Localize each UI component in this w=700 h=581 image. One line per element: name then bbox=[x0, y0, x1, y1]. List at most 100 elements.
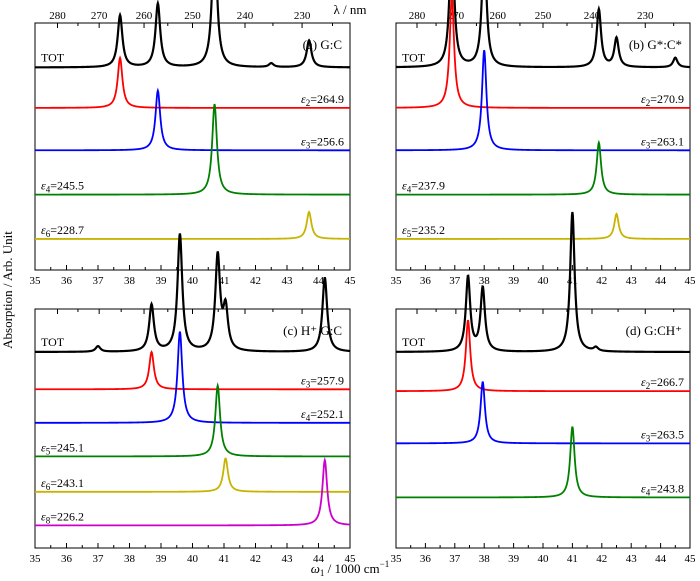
x-tick-label: 39 bbox=[156, 275, 168, 287]
panel-a: 35 36 37 38 39 40 41 42 43 44 45 280 270 260 250 240 230… bbox=[30, 0, 357, 287]
x-tick-label: 36 bbox=[61, 275, 73, 287]
x-tick-label: 38 bbox=[479, 275, 491, 287]
series-label-eps4: ε4=252.1 bbox=[301, 407, 344, 423]
top-tick-label: 280 bbox=[49, 10, 66, 22]
x-tick-label: 43 bbox=[282, 275, 294, 287]
series-label-eps5: ε5=245.1 bbox=[41, 440, 84, 456]
series-label-eps3: ε3=263.1 bbox=[641, 134, 684, 150]
top-tick-label: 250 bbox=[535, 10, 552, 22]
series-line-eps6 bbox=[35, 210, 350, 240]
series-label-tot: TOT bbox=[402, 50, 426, 64]
series-line-tot bbox=[396, 211, 691, 354]
x-tick-label: 40 bbox=[538, 553, 550, 565]
series-label-eps3: ε3=257.9 bbox=[301, 373, 344, 389]
series-line-eps2 bbox=[396, 319, 690, 393]
x-tick-label: 39 bbox=[508, 553, 520, 565]
x-tick-label: 43 bbox=[626, 553, 638, 565]
series-line-eps2 bbox=[35, 55, 350, 109]
x-tick-label: 44 bbox=[655, 275, 667, 287]
panel-title: (d) G:CH⁺ bbox=[626, 323, 682, 338]
x-tick-label: 43 bbox=[626, 275, 638, 287]
series-label-eps6: ε6=228.7 bbox=[41, 223, 84, 239]
y-axis-label: Absorption / Arb. Unit bbox=[0, 231, 15, 349]
x-tick-label: 35 bbox=[30, 553, 42, 565]
x-tick-label: 42 bbox=[596, 553, 607, 565]
x-tick-label: 44 bbox=[313, 275, 325, 287]
x-tick-label: 44 bbox=[313, 553, 325, 565]
top-tick-label: 280 bbox=[409, 10, 426, 22]
x-tick-label: 35 bbox=[391, 553, 403, 565]
series-label-eps2: ε2=266.7 bbox=[641, 375, 684, 391]
top-tick-label: 240 bbox=[237, 10, 254, 22]
x-tick-label: 41 bbox=[567, 553, 578, 565]
series-line-eps4 bbox=[396, 139, 690, 196]
series-line-eps5 bbox=[396, 212, 690, 240]
panel-c: 35 36 37 38 39 40 41 42 43 44 45 (c) H⁺ G:C TOT ε3=25… bbox=[30, 233, 357, 565]
series-line-eps3 bbox=[35, 87, 350, 152]
x-tick-label: 42 bbox=[250, 275, 261, 287]
x-tick-label: 45 bbox=[685, 275, 697, 287]
x-tick-label: 37 bbox=[449, 553, 461, 565]
x-tick-label: 41 bbox=[219, 553, 230, 565]
x-tick-label: 37 bbox=[93, 275, 105, 287]
x-tick-label: 44 bbox=[655, 553, 667, 565]
x-tick-label: 35 bbox=[391, 275, 403, 287]
series-line-tot bbox=[395, 0, 691, 69]
x-tick-label: 41 bbox=[567, 275, 578, 287]
series-line-tot bbox=[35, 0, 350, 69]
x-tick-label: 37 bbox=[93, 553, 105, 565]
top-tick-label: 230 bbox=[294, 10, 311, 22]
panel-d: 35 36 37 38 39 40 41 42 43 44 45 (d) G:CH⁺ TOT ε2=266… bbox=[391, 211, 697, 565]
x-tick-label: 43 bbox=[282, 553, 294, 565]
series-label-eps4: ε4=245.5 bbox=[41, 179, 84, 195]
plot-frame bbox=[395, 308, 691, 549]
x-tick-label: 39 bbox=[508, 275, 520, 287]
top-tick-label: 260 bbox=[490, 10, 507, 22]
x-tick-label: 38 bbox=[124, 275, 136, 287]
series-label-eps2: ε2=270.9 bbox=[641, 92, 684, 108]
x-tick-label: 45 bbox=[345, 275, 357, 287]
x-tick-label: 41 bbox=[219, 275, 230, 287]
series-label-eps4: ε4=237.9 bbox=[402, 179, 445, 195]
top-tick-label: 230 bbox=[637, 10, 654, 22]
top-tick-label: 240 bbox=[584, 10, 601, 22]
top-tick-label: 250 bbox=[184, 10, 201, 22]
x-tick-label: 36 bbox=[420, 275, 432, 287]
x-tick-label: 36 bbox=[61, 553, 73, 565]
panel-title: (c) H⁺ G:C bbox=[283, 323, 342, 338]
series-label-eps5: ε5=235.2 bbox=[402, 223, 445, 239]
series-label-eps8: ε8=226.2 bbox=[41, 509, 84, 525]
x-tick-label: 40 bbox=[187, 553, 199, 565]
x-tick-label: 38 bbox=[479, 553, 491, 565]
x-tick-label: 39 bbox=[156, 553, 168, 565]
top-axis-label: λ / nm bbox=[333, 2, 366, 17]
series-label-eps2: ε2=264.9 bbox=[301, 92, 344, 108]
series-line-eps5 bbox=[35, 381, 350, 458]
series-line-eps4 bbox=[396, 426, 690, 499]
x-tick-label: 45 bbox=[685, 553, 697, 565]
x-tick-label: 36 bbox=[420, 553, 432, 565]
x-tick-label: 45 bbox=[345, 553, 357, 565]
series-label-tot: TOT bbox=[41, 335, 65, 349]
series-label-tot: TOT bbox=[402, 335, 426, 349]
series-label-eps6: ε6=243.1 bbox=[41, 476, 84, 492]
x-tick-label: 35 bbox=[30, 275, 42, 287]
series-line-eps2 bbox=[395, 0, 690, 109]
panel-title: (b) G*:C* bbox=[629, 37, 682, 52]
series-label-eps3: ε3=263.5 bbox=[641, 427, 684, 443]
series-line-eps4 bbox=[35, 331, 350, 424]
series-line-tot bbox=[35, 233, 351, 353]
series-label-eps3: ε3=256.6 bbox=[301, 134, 344, 150]
series-line-eps8 bbox=[35, 456, 351, 527]
x-tick-label: 42 bbox=[250, 553, 261, 565]
series-label-eps4: ε4=243.8 bbox=[641, 481, 684, 497]
top-tick-label: 260 bbox=[136, 10, 153, 22]
series-line-eps3 bbox=[396, 49, 690, 152]
series-line-eps4 bbox=[35, 103, 350, 196]
x-tick-label: 38 bbox=[124, 553, 136, 565]
bottom-axis-label: ω1 / 1000 cm−1 bbox=[311, 559, 390, 578]
series-label-tot: TOT bbox=[41, 50, 65, 64]
x-tick-label: 37 bbox=[449, 275, 461, 287]
